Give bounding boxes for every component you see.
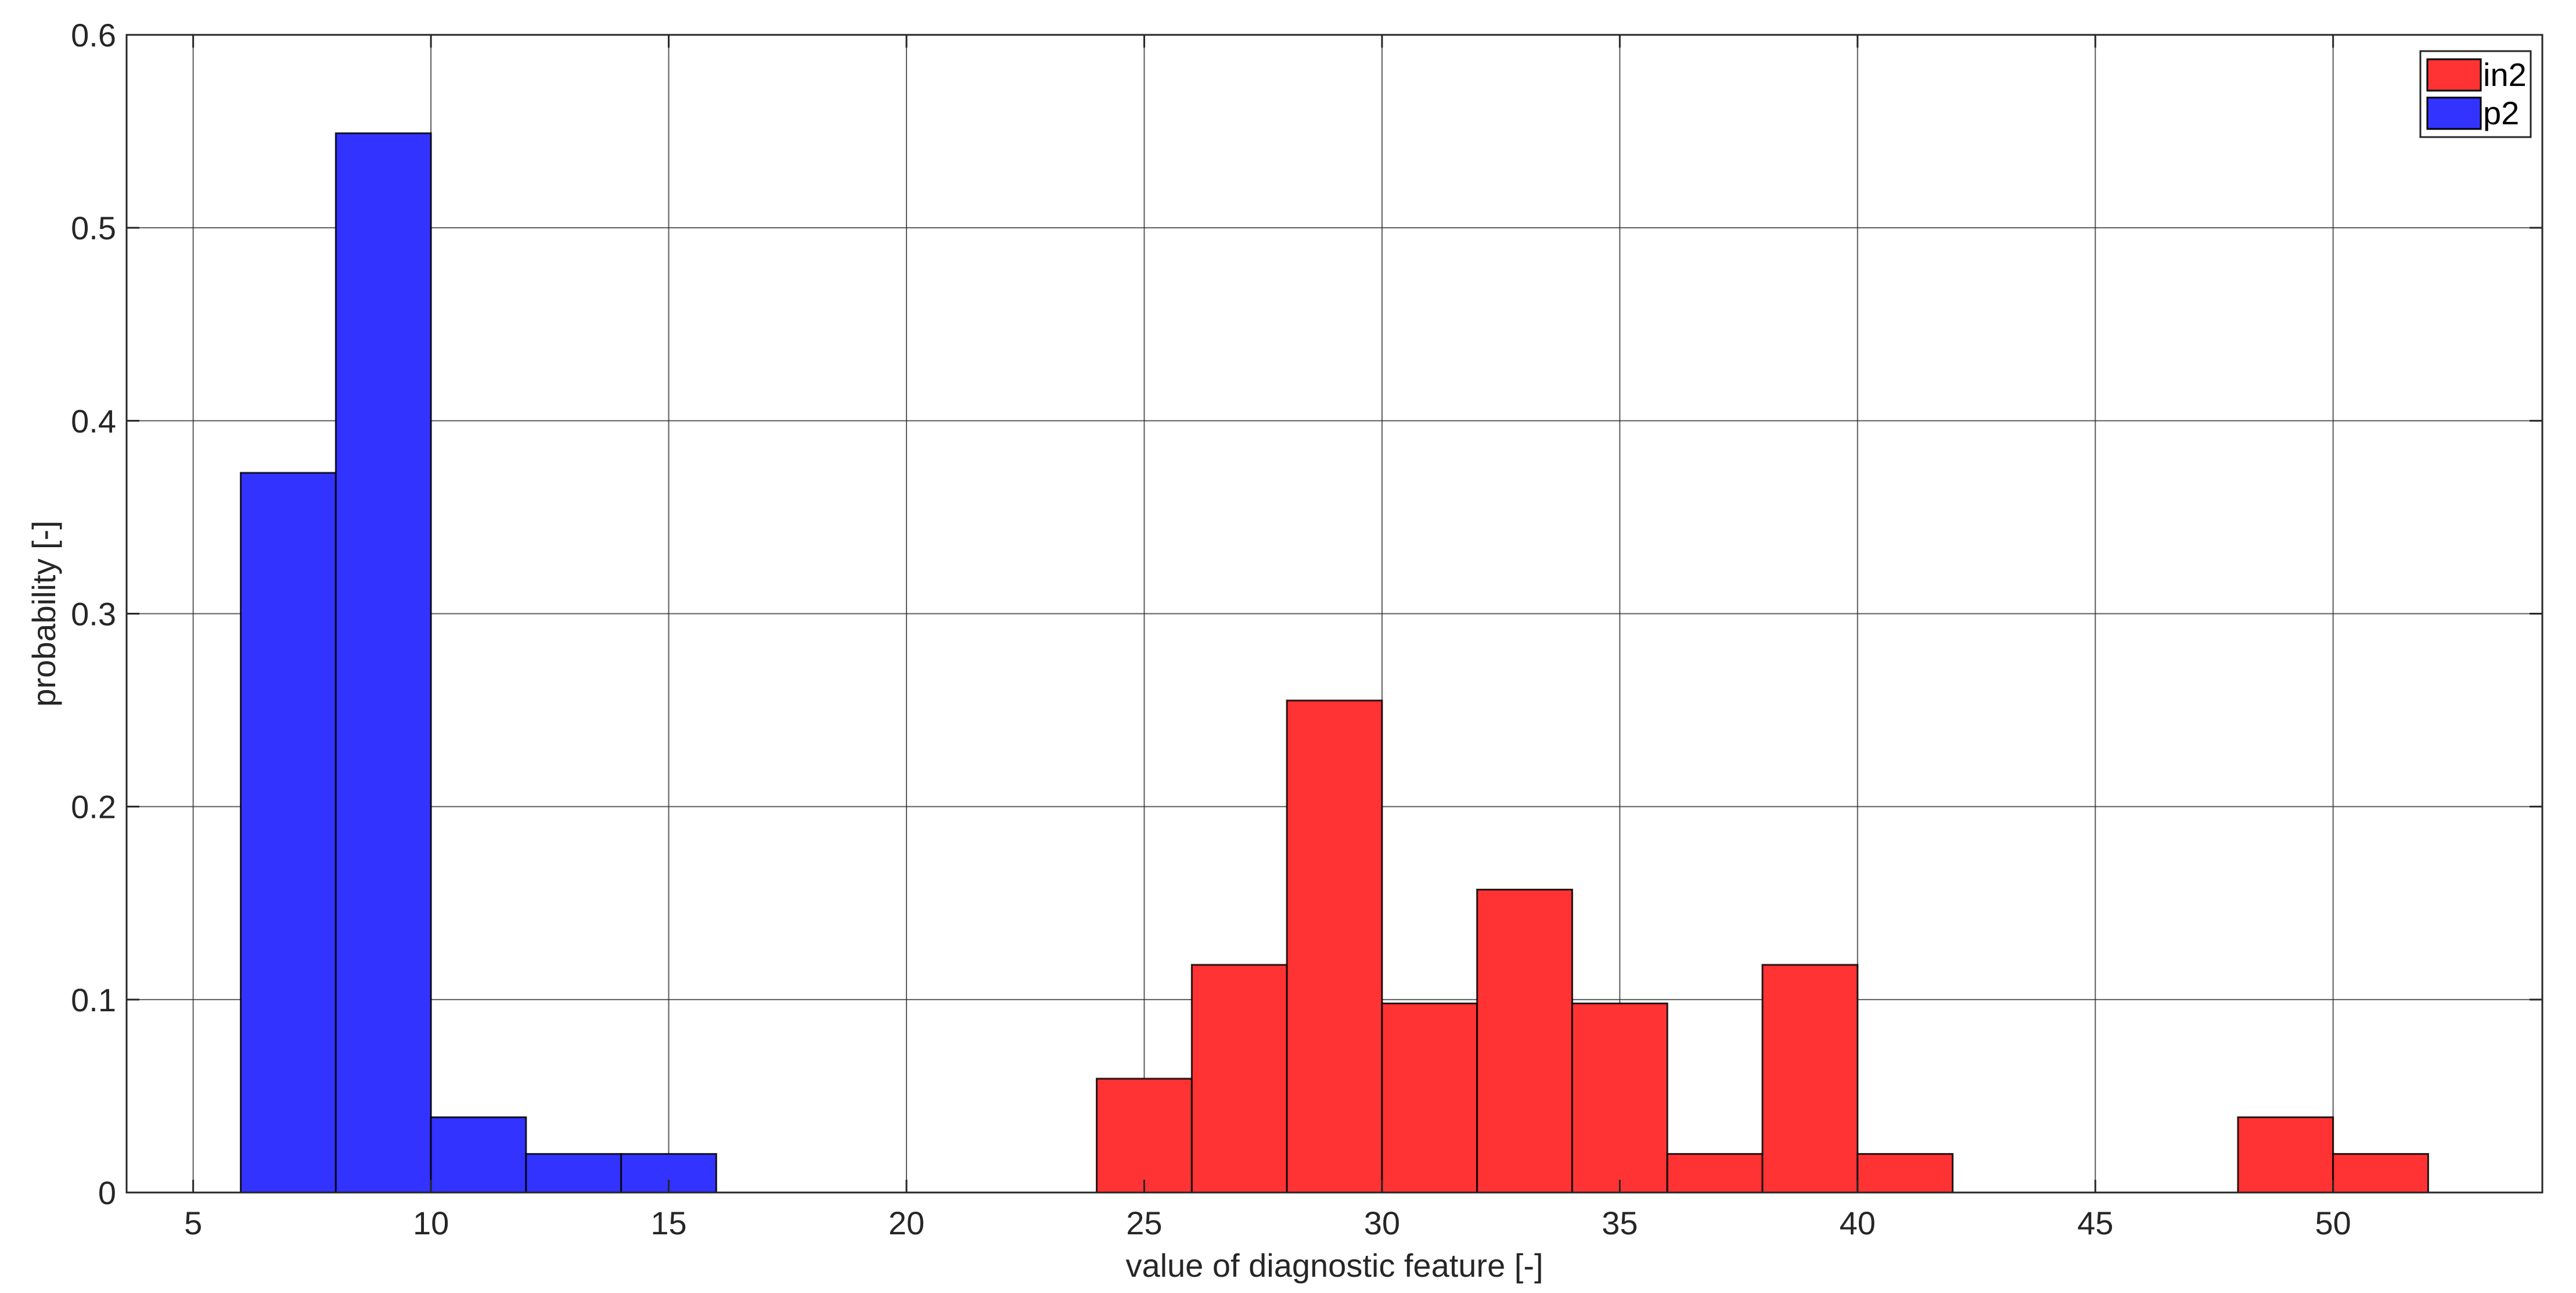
y-tick-labels: 0 0.1 0.2 0.3 0.4 0.5 0.6 (71, 17, 116, 1211)
bar-in2 (2237, 1116, 2334, 1194)
y-tick-label: 0.3 (71, 596, 116, 633)
x-tick-labels: 5 10 15 20 25 30 35 40 45 50 (184, 1205, 2351, 1241)
y-axis-label: probability [-] (26, 520, 62, 707)
x-tick-label: 40 (1840, 1205, 1876, 1241)
legend-label-p2: p2 (2483, 95, 2519, 131)
legend-swatch-in2 (2426, 58, 2482, 92)
x-axis-label: value of diagnostic feature [-] (1125, 1247, 1543, 1284)
bar-in2 (1857, 1153, 1954, 1194)
bar-in2 (1286, 699, 1383, 1194)
y-tick-label: 0.1 (71, 982, 116, 1018)
x-tick-label: 15 (650, 1205, 686, 1241)
x-tick-label: 20 (888, 1205, 924, 1241)
legend: in2 p2 (2419, 50, 2532, 138)
bar-in2 (1571, 1002, 1668, 1194)
bar-in2 (1381, 1002, 1478, 1194)
bar-p2 (525, 1153, 623, 1194)
bar-in2 (1476, 888, 1573, 1194)
x-tick-label: 10 (413, 1205, 449, 1241)
bar-p2 (334, 132, 432, 1194)
bar-in2 (2332, 1153, 2429, 1194)
x-tick-label: 35 (1602, 1205, 1638, 1241)
x-tick-label: 30 (1364, 1205, 1400, 1241)
bar-in2 (1761, 964, 1859, 1194)
y-tick-label: 0.4 (71, 403, 116, 439)
bar-in2 (1096, 1078, 1193, 1194)
x-tick-label: 5 (184, 1205, 202, 1241)
bar-p2 (430, 1116, 527, 1194)
x-tick-label: 45 (2077, 1205, 2113, 1241)
x-tick-label: 50 (2315, 1205, 2351, 1241)
y-tick-label: 0 (98, 1175, 116, 1211)
y-tick-label: 0.6 (71, 17, 116, 53)
tick-marks (127, 34, 2542, 1194)
y-tick-label: 0.5 (71, 210, 116, 246)
histogram-bars (240, 132, 2429, 1194)
bar-p2 (240, 472, 337, 1194)
legend-swatch-p2 (2426, 96, 2482, 130)
x-tick-label: 25 (1126, 1205, 1162, 1241)
legend-label-in2: in2 (2483, 56, 2527, 93)
bar-in2 (1666, 1153, 1764, 1194)
bar-in2 (1190, 964, 1288, 1194)
y-tick-label: 0.2 (71, 789, 116, 825)
